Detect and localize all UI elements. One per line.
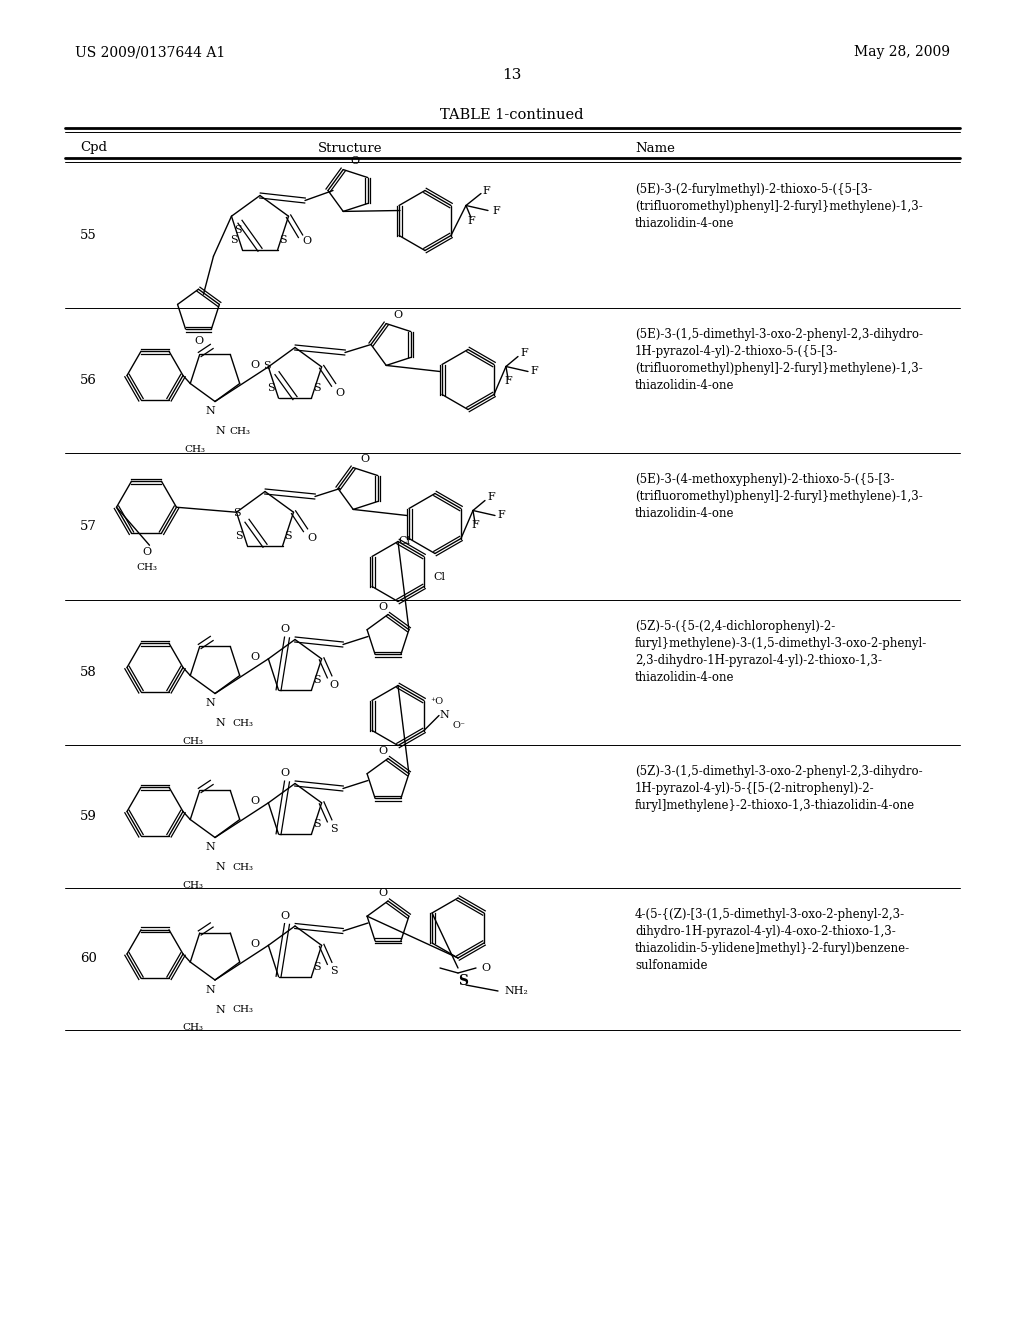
Text: F: F: [493, 206, 500, 215]
Text: F: F: [487, 491, 495, 502]
Text: 13: 13: [503, 69, 521, 82]
Text: F: F: [504, 376, 512, 387]
Text: O: O: [251, 939, 259, 949]
Text: NH₂: NH₂: [504, 986, 528, 997]
Text: (5E)-3-(2-furylmethyl)-2-thioxo-5-({5-[3-
(trifluoromethyl)phenyl]-2-furyl}methy: (5E)-3-(2-furylmethyl)-2-thioxo-5-({5-[3…: [635, 183, 923, 230]
Text: O: O: [329, 680, 338, 690]
Text: Name: Name: [635, 141, 675, 154]
Text: O: O: [350, 156, 359, 165]
Text: S: S: [458, 974, 468, 987]
Text: Cl: Cl: [433, 572, 445, 582]
Text: 56: 56: [80, 374, 97, 387]
Text: S: S: [230, 235, 239, 244]
Text: N: N: [215, 1005, 225, 1015]
Text: 55: 55: [80, 228, 96, 242]
Text: N: N: [215, 862, 225, 873]
Text: O: O: [393, 309, 402, 319]
Text: (5E)-3-(4-methoxyphenyl)-2-thioxo-5-({5-[3-
(trifluoromethyl)phenyl]-2-furyl}met: (5E)-3-(4-methoxyphenyl)-2-thioxo-5-({5-…: [635, 473, 923, 520]
Text: F: F: [467, 215, 475, 226]
Text: CH₃: CH₃: [182, 1023, 204, 1032]
Text: F: F: [482, 186, 489, 195]
Text: N: N: [215, 718, 225, 729]
Text: S: S: [263, 362, 270, 371]
Text: S: S: [312, 962, 321, 972]
Text: O: O: [379, 888, 387, 898]
Text: S: S: [330, 824, 338, 834]
Text: O: O: [251, 360, 259, 371]
Text: O: O: [251, 652, 259, 663]
Text: O: O: [481, 964, 490, 973]
Text: 60: 60: [80, 953, 97, 965]
Text: O: O: [335, 388, 344, 397]
Text: CH₃: CH₃: [232, 1006, 254, 1015]
Text: Cpd: Cpd: [80, 141, 106, 154]
Text: CH₃: CH₃: [182, 737, 204, 746]
Text: S: S: [312, 383, 321, 393]
Text: O: O: [142, 548, 151, 557]
Text: F: F: [497, 511, 505, 520]
Text: N: N: [215, 426, 225, 437]
Text: N: N: [205, 985, 215, 995]
Text: TABLE 1-continued: TABLE 1-continued: [440, 108, 584, 121]
Text: O: O: [379, 746, 387, 755]
Text: May 28, 2009: May 28, 2009: [854, 45, 950, 59]
Text: 58: 58: [80, 667, 96, 678]
Text: CH₃: CH₃: [232, 863, 254, 873]
Text: O: O: [251, 796, 259, 807]
Text: (5Z)-5-({5-(2,4-dichlorophenyl)-2-
furyl}methylene)-3-(1,5-dimethyl-3-oxo-2-phen: (5Z)-5-({5-(2,4-dichlorophenyl)-2- furyl…: [635, 620, 928, 684]
Text: (5E)-3-(1,5-dimethyl-3-oxo-2-phenyl-2,3-dihydro-
1H-pyrazol-4-yl)-2-thioxo-5-({5: (5E)-3-(1,5-dimethyl-3-oxo-2-phenyl-2,3-…: [635, 327, 923, 392]
Text: F: F: [520, 347, 527, 358]
Text: S: S: [233, 508, 241, 517]
Text: CH₃: CH₃: [232, 719, 254, 729]
Text: O: O: [194, 337, 203, 346]
Text: O: O: [302, 236, 311, 247]
Text: S: S: [312, 820, 321, 829]
Text: S: S: [236, 531, 243, 541]
Text: S: S: [312, 675, 321, 685]
Text: (5Z)-3-(1,5-dimethyl-3-oxo-2-phenyl-2,3-dihydro-
1H-pyrazol-4-yl)-5-{[5-(2-nitro: (5Z)-3-(1,5-dimethyl-3-oxo-2-phenyl-2,3-…: [635, 766, 923, 812]
Text: N: N: [205, 698, 215, 709]
Text: O: O: [281, 911, 290, 921]
Text: O: O: [379, 602, 387, 611]
Text: N: N: [439, 710, 449, 721]
Text: 4-(5-{(Z)-[3-(1,5-dimethyl-3-oxo-2-phenyl-2,3-
dihydro-1H-pyrazol-4-yl)-4-oxo-2-: 4-(5-{(Z)-[3-(1,5-dimethyl-3-oxo-2-pheny…: [635, 908, 910, 972]
Text: 57: 57: [80, 520, 97, 533]
Text: S: S: [330, 966, 338, 977]
Text: S: S: [284, 531, 292, 541]
Text: CH₃: CH₃: [182, 880, 204, 890]
Text: N: N: [205, 407, 215, 417]
Text: O: O: [307, 533, 316, 544]
Text: O: O: [281, 768, 290, 779]
Text: CH₃: CH₃: [229, 426, 251, 436]
Text: O: O: [281, 624, 290, 635]
Text: F: F: [471, 520, 479, 531]
Text: O⁻: O⁻: [453, 721, 466, 730]
Text: Cl: Cl: [398, 536, 410, 546]
Text: S: S: [234, 224, 242, 235]
Text: CH₃: CH₃: [136, 562, 157, 572]
Text: F: F: [530, 367, 538, 376]
Text: 59: 59: [80, 810, 97, 822]
Text: US 2009/0137644 A1: US 2009/0137644 A1: [75, 45, 225, 59]
Text: S: S: [266, 383, 274, 393]
Text: ⁺O: ⁺O: [430, 697, 443, 706]
Text: O: O: [360, 454, 370, 463]
Text: CH₃: CH₃: [184, 445, 206, 454]
Text: Structure: Structure: [317, 141, 382, 154]
Text: S: S: [279, 235, 287, 244]
Text: N: N: [205, 842, 215, 853]
